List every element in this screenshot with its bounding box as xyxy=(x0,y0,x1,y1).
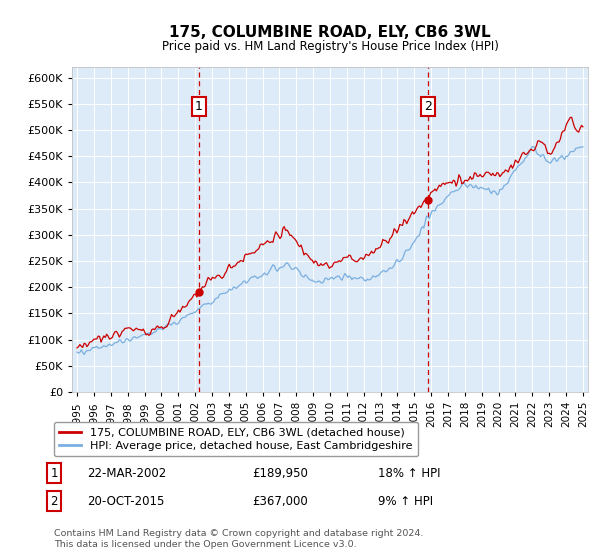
Text: £189,950: £189,950 xyxy=(252,466,308,480)
Text: 1: 1 xyxy=(195,100,203,113)
Text: 22-MAR-2002: 22-MAR-2002 xyxy=(87,466,166,480)
Text: Price paid vs. HM Land Registry's House Price Index (HPI): Price paid vs. HM Land Registry's House … xyxy=(161,40,499,53)
Text: 20-OCT-2015: 20-OCT-2015 xyxy=(87,494,164,508)
Text: 18% ↑ HPI: 18% ↑ HPI xyxy=(378,466,440,480)
Text: 2: 2 xyxy=(424,100,432,113)
Text: 1: 1 xyxy=(50,466,58,480)
Text: 9% ↑ HPI: 9% ↑ HPI xyxy=(378,494,433,508)
Legend: 175, COLUMBINE ROAD, ELY, CB6 3WL (detached house), HPI: Average price, detached: 175, COLUMBINE ROAD, ELY, CB6 3WL (detac… xyxy=(53,422,418,456)
Text: 2: 2 xyxy=(50,494,58,508)
Text: 175, COLUMBINE ROAD, ELY, CB6 3WL: 175, COLUMBINE ROAD, ELY, CB6 3WL xyxy=(169,25,491,40)
Text: £367,000: £367,000 xyxy=(252,494,308,508)
Text: Contains HM Land Registry data © Crown copyright and database right 2024.
This d: Contains HM Land Registry data © Crown c… xyxy=(54,529,424,549)
